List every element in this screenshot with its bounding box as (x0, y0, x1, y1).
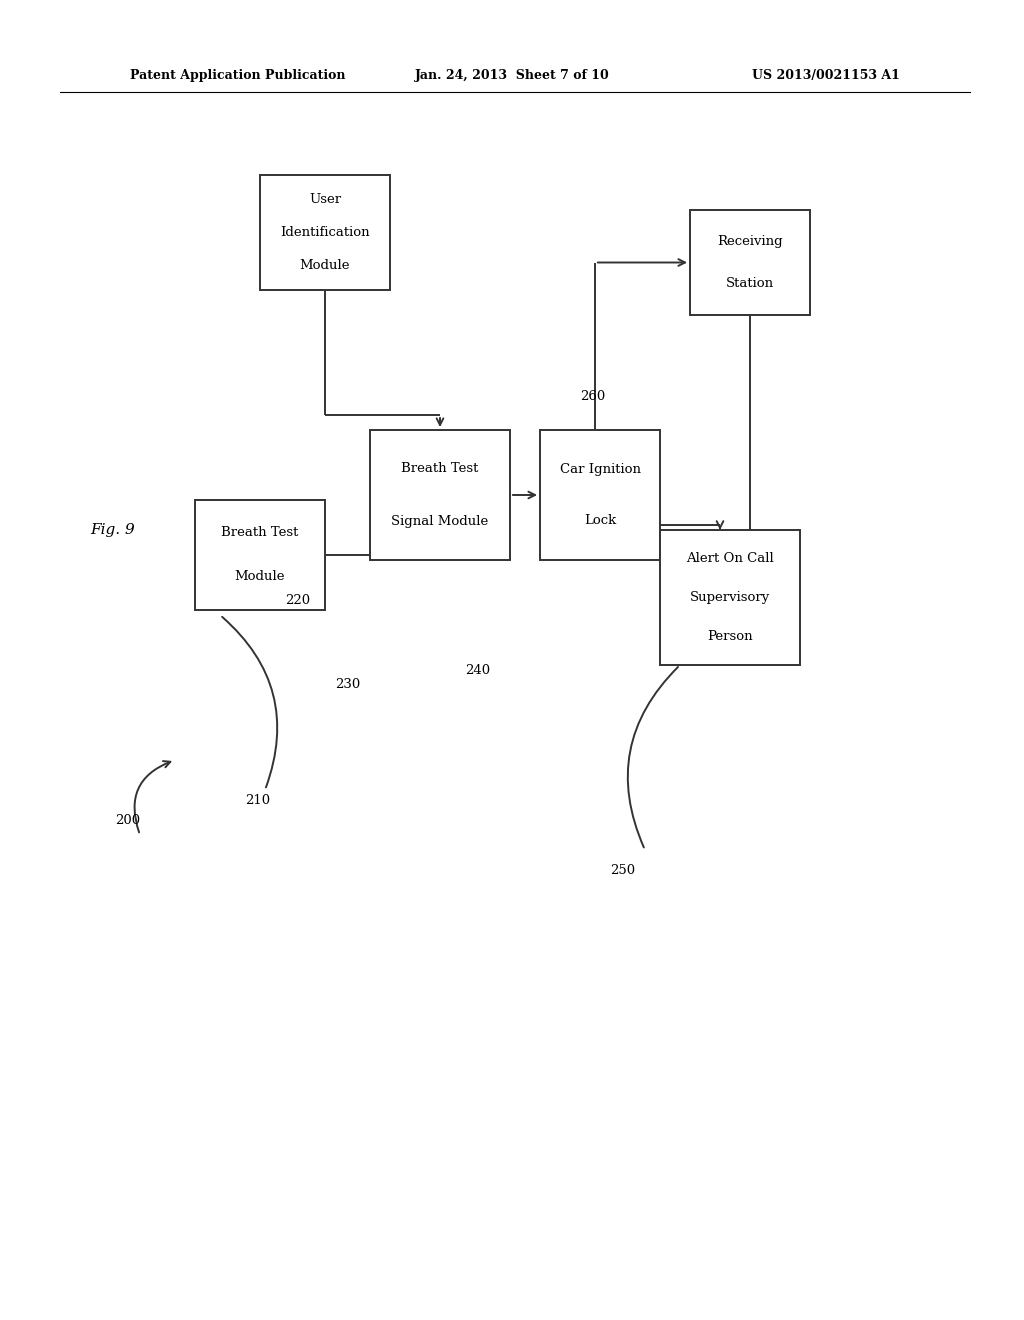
Text: Identification: Identification (281, 226, 370, 239)
Text: Car Ignition: Car Ignition (559, 462, 640, 475)
Text: Person: Person (708, 630, 753, 643)
Text: Breath Test: Breath Test (221, 527, 299, 540)
Text: Alert On Call: Alert On Call (686, 553, 774, 565)
Bar (195, 500, 325, 610)
Text: Supervisory: Supervisory (690, 591, 770, 605)
Text: User: User (309, 193, 341, 206)
Text: US 2013/0021153 A1: US 2013/0021153 A1 (752, 69, 900, 82)
Bar (370, 430, 510, 560)
Text: 240: 240 (465, 664, 490, 676)
Text: Module: Module (234, 570, 286, 583)
Text: 260: 260 (580, 389, 605, 403)
Text: Fig. 9: Fig. 9 (90, 523, 135, 537)
Bar (540, 430, 660, 560)
Text: Station: Station (726, 277, 774, 290)
Bar (660, 531, 800, 665)
Text: Jan. 24, 2013  Sheet 7 of 10: Jan. 24, 2013 Sheet 7 of 10 (415, 69, 609, 82)
Text: 220: 220 (285, 594, 310, 606)
Text: Module: Module (300, 259, 350, 272)
Bar (260, 176, 390, 290)
Text: 230: 230 (335, 678, 360, 692)
Text: Signal Module: Signal Module (391, 515, 488, 528)
Text: Breath Test: Breath Test (401, 462, 478, 475)
Text: 210: 210 (245, 793, 270, 807)
Bar (690, 210, 810, 315)
Text: Receiving: Receiving (717, 235, 782, 248)
Text: Patent Application Publication: Patent Application Publication (130, 69, 345, 82)
Text: Lock: Lock (584, 515, 616, 528)
Text: 250: 250 (610, 863, 635, 876)
Text: 200: 200 (115, 813, 140, 826)
